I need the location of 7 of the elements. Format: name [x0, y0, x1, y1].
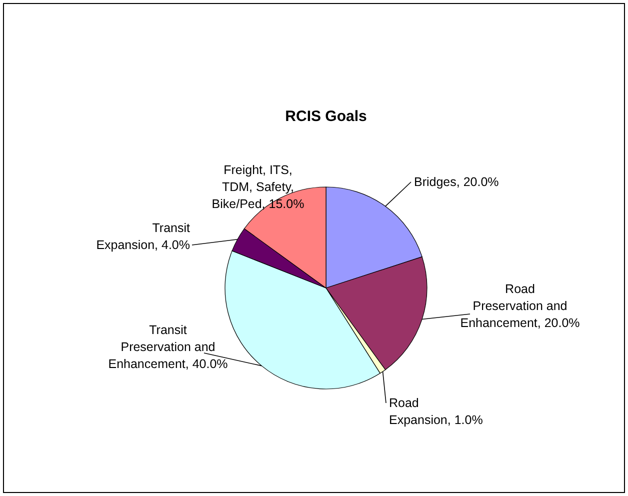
chart-title: RCIS Goals	[285, 108, 367, 125]
slice-label: Road Expansion, 1.0%	[389, 396, 483, 427]
slice-label: Freight, ITS, TDM, Safety, Bike/Ped, 15.0%	[212, 163, 304, 211]
slice-label: Transit Preservation and Enhancement, 40.0%	[108, 323, 228, 371]
slice-label: Transit Expansion, 4.0%	[96, 221, 191, 252]
slice-label: Bridges, 20.0%	[414, 175, 499, 189]
slice-label: Road Preservation and Enhancement, 20.0%	[460, 282, 580, 330]
